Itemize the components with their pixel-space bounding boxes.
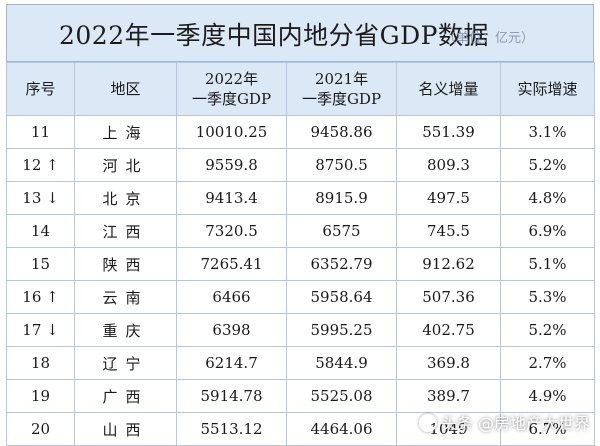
cell-real-growth: 3.1% xyxy=(500,115,595,149)
cell-region: 江西 xyxy=(74,214,177,248)
cell-nominal-increase: 745.5 xyxy=(396,214,501,248)
cell-index: 18 xyxy=(6,346,75,380)
cell-gdp-2022: 5914.78 xyxy=(176,379,287,413)
table-body: 11 上海 10010.25 9458.86 551.39 3.1% 12 ↑ 河北 9559.… xyxy=(6,115,595,446)
cell-region: 陕西 xyxy=(74,247,177,281)
cell-gdp-2022: 6214.7 xyxy=(176,346,287,380)
cell-gdp-2021: 4464.06 xyxy=(286,412,397,446)
cell-gdp-2021: 9458.86 xyxy=(286,115,397,149)
cell-index: 11 xyxy=(6,115,75,149)
cell-gdp-2021: 6575 xyxy=(286,214,397,248)
cell-real-growth: 6.9% xyxy=(500,214,595,248)
cell-region: 云南 xyxy=(74,280,177,314)
table-row: 13 ↓ 北京 9413.4 8915.9 497.5 4.8% xyxy=(6,181,595,215)
cell-gdp-2022: 6466 xyxy=(176,280,287,314)
cell-index: 19 xyxy=(6,379,75,413)
cell-nominal-increase: 809.3 xyxy=(396,148,501,182)
watermark-text: 头条 @房地产大世界 xyxy=(440,414,590,433)
cell-region: 广西 xyxy=(74,379,177,413)
table-title: 2022年一季度中国内地分省GDP数据 xyxy=(59,21,489,50)
header-nominal-increase: 名义增量 xyxy=(396,62,501,116)
cell-gdp-2022: 7265.41 xyxy=(176,247,287,281)
cell-region: 北京 xyxy=(74,181,177,215)
header-real-growth: 实际增速 xyxy=(500,62,595,116)
table-row: 15 陕西 7265.41 6352.79 912.62 5.1% xyxy=(6,247,595,281)
table-row: 17 ↓ 重庆 6398 5995.25 402.75 5.2% xyxy=(6,313,595,347)
cell-gdp-2021: 8750.5 xyxy=(286,148,397,182)
cell-gdp-2022: 9559.8 xyxy=(176,148,287,182)
cell-gdp-2022: 7320.5 xyxy=(176,214,287,248)
cell-index: 17 ↓ xyxy=(6,313,75,347)
header-index: 序号 xyxy=(6,62,75,116)
table-row: 16 ↑ 云南 6466 5958.64 507.36 5.3% xyxy=(6,280,595,314)
table-row: 18 辽宁 6214.7 5844.9 369.8 2.7% xyxy=(6,346,595,380)
cell-gdp-2022: 10010.25 xyxy=(176,115,287,149)
cell-nominal-increase: 551.39 xyxy=(396,115,501,149)
table-row: 11 上海 10010.25 9458.86 551.39 3.1% xyxy=(6,115,595,149)
cell-nominal-increase: 912.62 xyxy=(396,247,501,281)
cell-nominal-increase: 389.7 xyxy=(396,379,501,413)
cell-real-growth: 2.7% xyxy=(500,346,595,380)
cell-real-growth: 4.8% xyxy=(500,181,595,215)
cell-region: 重庆 xyxy=(74,313,177,347)
cell-gdp-2021: 5958.64 xyxy=(286,280,397,314)
cell-nominal-increase: 507.36 xyxy=(396,280,501,314)
cell-index: 14 xyxy=(6,214,75,248)
cell-index: 15 xyxy=(6,247,75,281)
cell-gdp-2021: 5525.08 xyxy=(286,379,397,413)
cell-gdp-2022: 9413.4 xyxy=(176,181,287,215)
cell-region: 山西 xyxy=(74,412,177,446)
cell-gdp-2021: 5995.25 xyxy=(286,313,397,347)
title-bar: 2022年一季度中国内地分省GDP数据 （单位：亿元） xyxy=(6,4,594,62)
cell-real-growth: 5.1% xyxy=(500,247,595,281)
cell-real-growth: 4.9% xyxy=(500,379,595,413)
cell-gdp-2022: 5513.12 xyxy=(176,412,287,446)
cell-gdp-2021: 6352.79 xyxy=(286,247,397,281)
table-row: 19 广西 5914.78 5525.08 389.7 4.9% xyxy=(6,379,595,413)
cell-gdp-2021: 5844.9 xyxy=(286,346,397,380)
cell-gdp-2021: 8915.9 xyxy=(286,181,397,215)
cell-real-growth: 5.3% xyxy=(500,280,595,314)
cell-index: 12 ↑ xyxy=(6,148,75,182)
cell-nominal-increase: 402.75 xyxy=(396,313,501,347)
cell-real-growth: 5.2% xyxy=(500,148,595,182)
cell-index: 13 ↓ xyxy=(6,181,75,215)
cell-region: 上海 xyxy=(74,115,177,149)
cell-index: 16 ↑ xyxy=(6,280,75,314)
table-row: 12 ↑ 河北 9559.8 8750.5 809.3 5.2% xyxy=(6,148,595,182)
gdp-table: 序号 地区 2022年 一季度GDP 2021年 一季度GDP 名义增量 实际增… xyxy=(6,62,595,446)
cell-nominal-increase: 497.5 xyxy=(396,181,501,215)
header-region: 地区 xyxy=(74,62,177,116)
cell-index: 20 xyxy=(6,412,75,446)
header-row: 序号 地区 2022年 一季度GDP 2021年 一季度GDP 名义增量 实际增… xyxy=(6,62,595,116)
watermark: 头条 @房地产大世界 xyxy=(418,410,590,434)
table-row: 14 江西 7320.5 6575 745.5 6.9% xyxy=(6,214,595,248)
toutiao-logo-icon xyxy=(418,414,437,432)
cell-nominal-increase: 369.8 xyxy=(396,346,501,380)
cell-real-growth: 5.2% xyxy=(500,313,595,347)
cell-region: 河北 xyxy=(74,148,177,182)
unit-note: （单位：亿元） xyxy=(443,31,535,46)
cell-region: 辽宁 xyxy=(74,346,177,380)
header-gdp-2022: 2022年 一季度GDP xyxy=(176,62,287,116)
cell-gdp-2022: 6398 xyxy=(176,313,287,347)
header-gdp-2021: 2021年 一季度GDP xyxy=(286,62,397,116)
